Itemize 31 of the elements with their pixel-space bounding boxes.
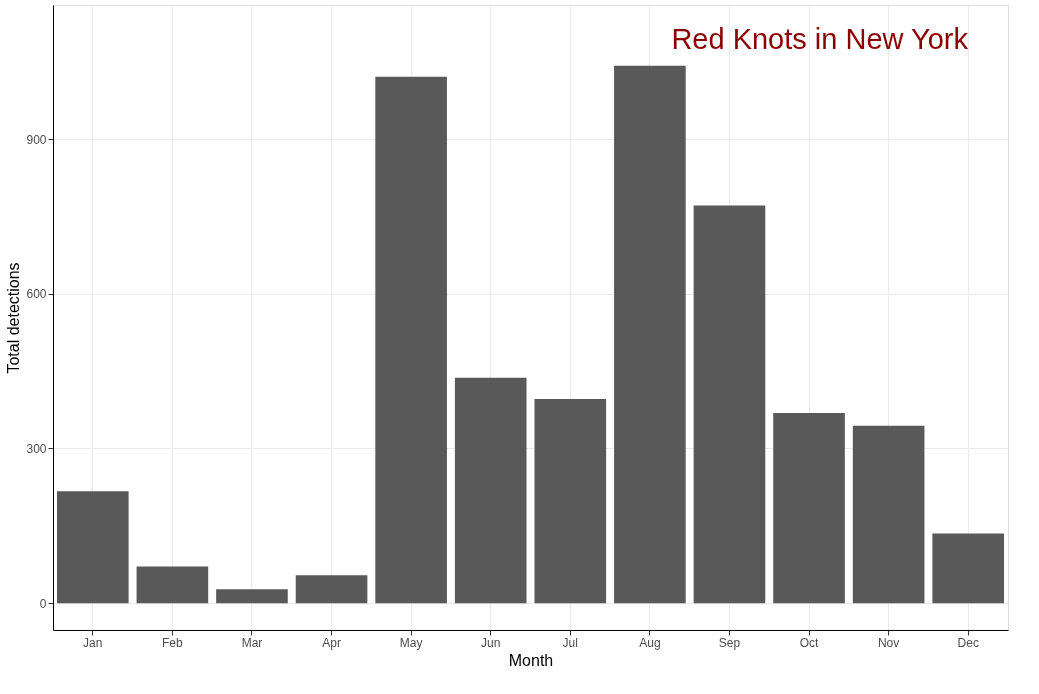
y-tick-label: 600	[26, 287, 47, 302]
x-tick-label: Oct	[799, 635, 820, 650]
x-axis-title: Month	[508, 651, 554, 669]
bar	[932, 533, 1005, 604]
bar	[852, 425, 925, 604]
bar	[216, 589, 288, 604]
bar	[534, 398, 607, 604]
bar	[295, 575, 368, 604]
x-tick-label: Apr	[322, 635, 341, 650]
y-tick-label: 900	[26, 132, 47, 147]
y-tick-label: 300	[26, 441, 47, 456]
x-tick-label: Feb	[162, 635, 184, 650]
x-tick-label: Dec	[957, 635, 979, 650]
bar	[375, 76, 447, 604]
text: Red Knots in New York	[671, 23, 969, 55]
bar	[56, 491, 129, 604]
bar	[614, 65, 686, 604]
bar	[773, 412, 845, 604]
bar	[136, 566, 209, 604]
x-tick-label: Mar	[241, 635, 263, 650]
bar	[693, 205, 766, 604]
x-tick-label: Nov	[877, 635, 900, 650]
x-tick-label: Jul	[562, 635, 578, 650]
y-tick-label: 0	[39, 596, 47, 611]
x-tick-label: May	[399, 635, 423, 650]
x-tick-label: Jan	[83, 635, 103, 650]
x-tick-label: Sep	[718, 635, 741, 650]
x-tick-label: Jun	[481, 635, 501, 650]
bar	[454, 377, 527, 604]
x-tick-label: Aug	[639, 635, 661, 650]
y-axis-title: Total detections	[5, 262, 23, 374]
